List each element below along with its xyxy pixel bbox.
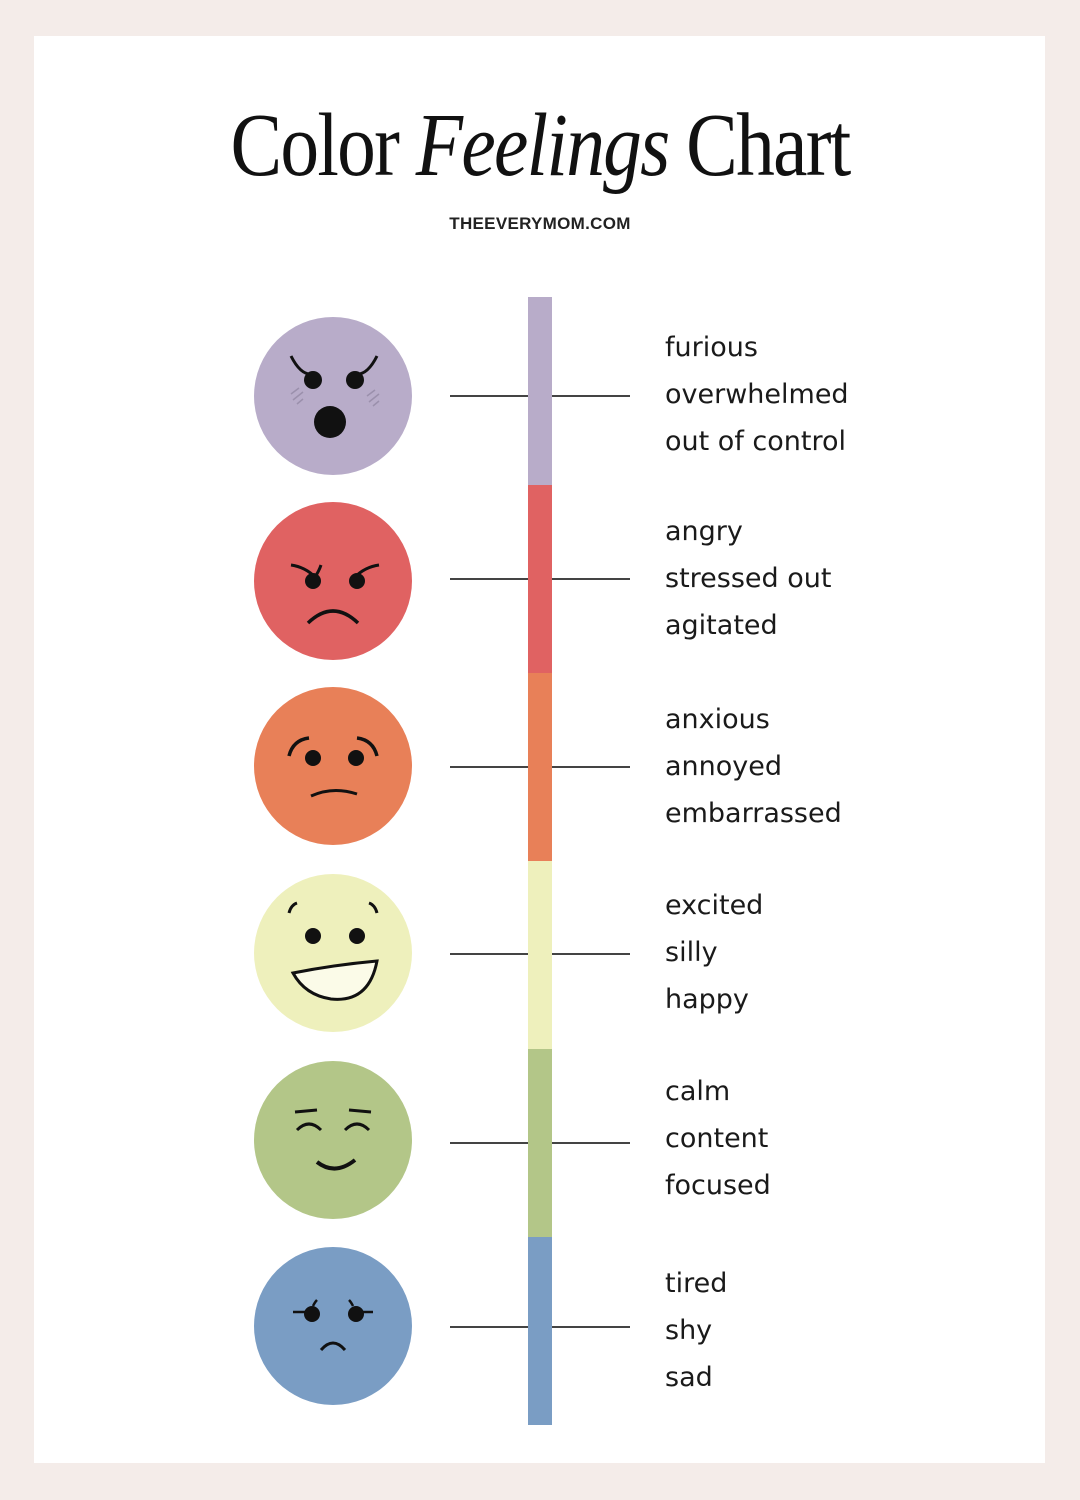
feeling-label: agitated	[665, 610, 778, 641]
bar-overlay	[528, 1237, 552, 1425]
bar-overlay	[528, 297, 552, 485]
feeling-label: out of control	[665, 426, 846, 457]
furious-face-icon	[254, 317, 412, 475]
calm-face-icon	[254, 1061, 412, 1219]
feeling-label: excited	[665, 890, 764, 921]
feeling-label: sad	[665, 1362, 713, 1393]
feelings-group-purple: furious overwhelmed out of control	[665, 324, 849, 465]
feeling-label: content	[665, 1123, 769, 1154]
feeling-label: focused	[665, 1170, 771, 1201]
feeling-label: overwhelmed	[665, 379, 849, 410]
feelings-group-red: angry stressed out agitated	[665, 508, 831, 649]
feeling-label: annoyed	[665, 751, 783, 782]
feeling-label: silly	[665, 937, 718, 968]
bar-overlay	[528, 1049, 552, 1237]
page-title: Color Feelings Chart	[230, 96, 851, 195]
feeling-label: happy	[665, 984, 749, 1015]
feelings-group-yellow: excited silly happy	[665, 882, 763, 1023]
feeling-label: tired	[665, 1268, 728, 1299]
feelings-group-green: calm content focused	[665, 1068, 771, 1209]
feeling-label: stressed out	[665, 563, 832, 594]
site-credit: THEEVERYMOM.COM	[449, 214, 631, 233]
sad-face-icon	[254, 1247, 412, 1405]
feeling-label: embarrassed	[665, 798, 842, 829]
feeling-label: calm	[665, 1076, 731, 1107]
bar-overlay	[528, 861, 552, 1049]
feelings-group-blue: tired shy sad	[665, 1260, 727, 1401]
angry-face-icon	[254, 502, 412, 660]
happy-face-icon	[254, 874, 412, 1032]
feeling-label: shy	[665, 1315, 713, 1346]
feeling-label: furious	[665, 332, 758, 363]
worried-face-icon	[254, 687, 412, 845]
feeling-label: anxious	[665, 704, 770, 735]
bar-overlay	[528, 673, 552, 861]
bar-overlay	[528, 485, 552, 673]
feelings-group-orange: anxious annoyed embarrassed	[665, 696, 842, 837]
feeling-label: angry	[665, 516, 743, 547]
